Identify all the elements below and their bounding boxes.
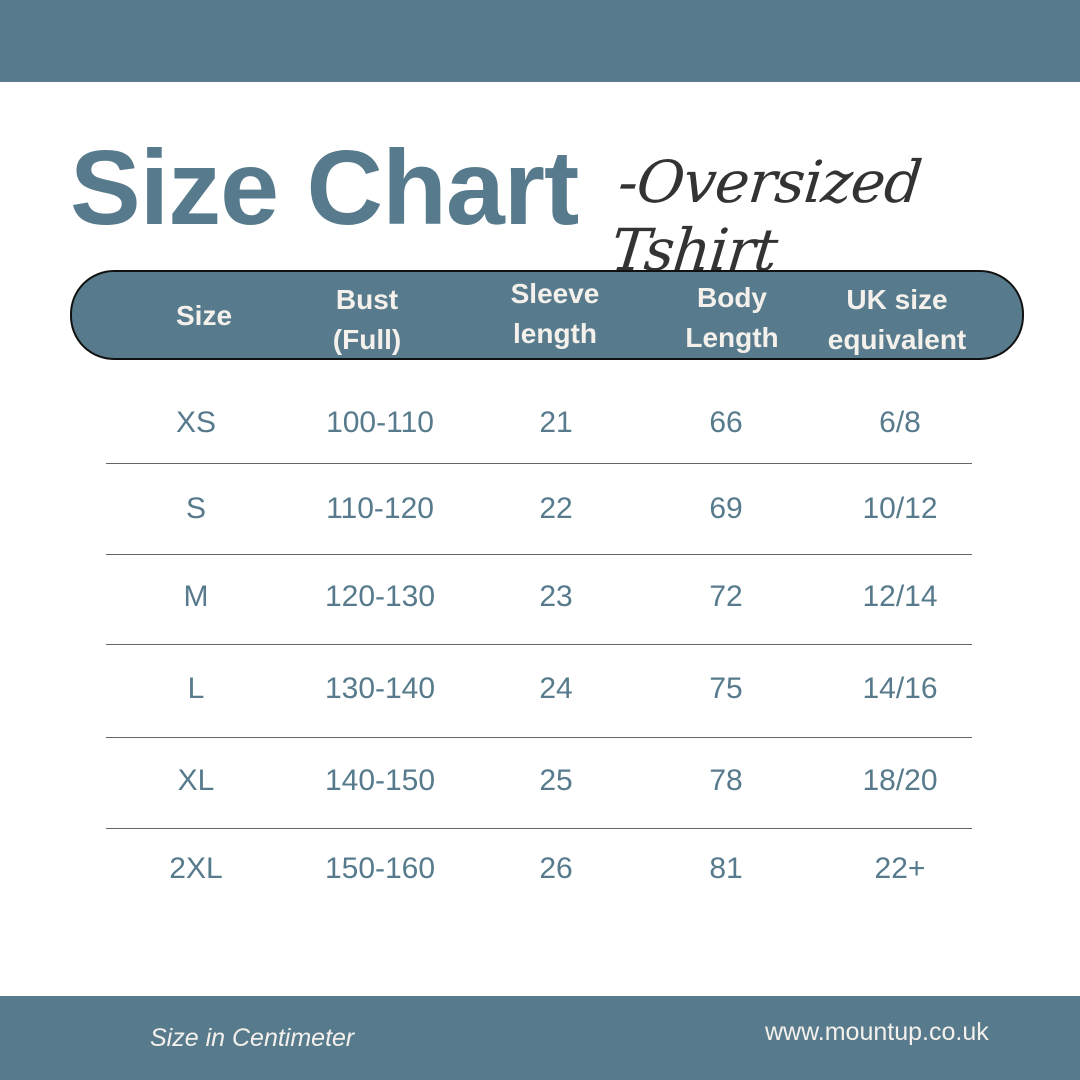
table-cell: 23	[539, 580, 573, 613]
column-header-line: UK size	[846, 284, 948, 315]
top-banner	[0, 0, 1080, 82]
column-header-line: (Full)	[332, 324, 402, 355]
table-cell: 81	[709, 852, 743, 885]
table-cell: M	[183, 580, 209, 613]
table-cell: S	[185, 492, 207, 525]
table-cell: 2XL	[169, 852, 223, 885]
table-cell: 22+	[874, 852, 926, 885]
page-title: Size Chart	[70, 129, 579, 247]
table-row: XS 100-110 21 66 6/8	[0, 406, 1080, 496]
table-row: XL 140-150 25 78 18/20	[0, 764, 1080, 854]
column-header-line: length	[513, 318, 597, 349]
table-cell: 10/12	[862, 492, 938, 525]
page-subtitle: -Oversized Tshirt	[607, 148, 925, 284]
table-cell: 120-130	[324, 580, 436, 613]
table-cell: 25	[539, 764, 573, 797]
table-row: L 130-140 24 75 14/16	[0, 672, 1080, 762]
column-header-line: Size	[175, 300, 233, 331]
table-cell: 100-110	[326, 406, 434, 439]
table-cell: 66	[709, 406, 743, 439]
column-header-line: Body	[697, 282, 767, 313]
table-cell: 140-150	[324, 764, 436, 797]
row-divider	[106, 644, 972, 645]
table-cell: XL	[177, 764, 215, 797]
column-header: Body Length	[685, 278, 778, 358]
table-cell: 130-140	[324, 672, 436, 705]
table-cell: 78	[709, 764, 743, 797]
table-cell: XS	[175, 406, 217, 439]
website-link[interactable]: www.mountup.co.uk	[765, 1018, 989, 1046]
column-header: Sleeve length	[511, 274, 600, 354]
table-cell: 69	[709, 492, 743, 525]
column-header-line: Sleeve	[510, 278, 600, 309]
table-row: M 120-130 23 72 12/14	[0, 580, 1080, 670]
table-cell: 21	[539, 406, 573, 439]
column-header: Bust (Full)	[333, 280, 401, 360]
table-cell: 14/16	[862, 672, 938, 705]
row-divider	[106, 737, 972, 738]
table-cell: 6/8	[879, 406, 921, 439]
unit-note: Size in Centimeter	[150, 1024, 355, 1052]
table-cell: 12/14	[862, 580, 938, 613]
row-divider	[106, 463, 972, 464]
bottom-banner: Size in Centimeter www.mountup.co.uk	[0, 996, 1080, 1080]
table-cell: 150-160	[324, 852, 436, 885]
table-cell: 26	[539, 852, 573, 885]
column-header: Size	[176, 296, 232, 336]
row-divider	[106, 828, 972, 829]
table-cell: 18/20	[862, 764, 938, 797]
table-cell: 110-120	[326, 492, 434, 525]
table-row: 2XL 150-160 26 81 22+	[0, 852, 1080, 942]
row-divider	[106, 554, 972, 555]
column-header-line: equivalent	[827, 324, 967, 355]
column-header: UK size equivalent	[828, 280, 966, 360]
column-header-line: Length	[685, 322, 779, 353]
column-header-line: Bust	[335, 284, 399, 315]
table-cell: 75	[709, 672, 743, 705]
table-row: S 110-120 22 69 10/12	[0, 492, 1080, 582]
table-cell: 24	[539, 672, 573, 705]
table-cell: L	[187, 672, 205, 705]
table-cell: 72	[709, 580, 743, 613]
table-cell: 22	[539, 492, 573, 525]
table-header: Size Bust (Full) Sleeve length Body Length UK s…	[70, 270, 1024, 360]
